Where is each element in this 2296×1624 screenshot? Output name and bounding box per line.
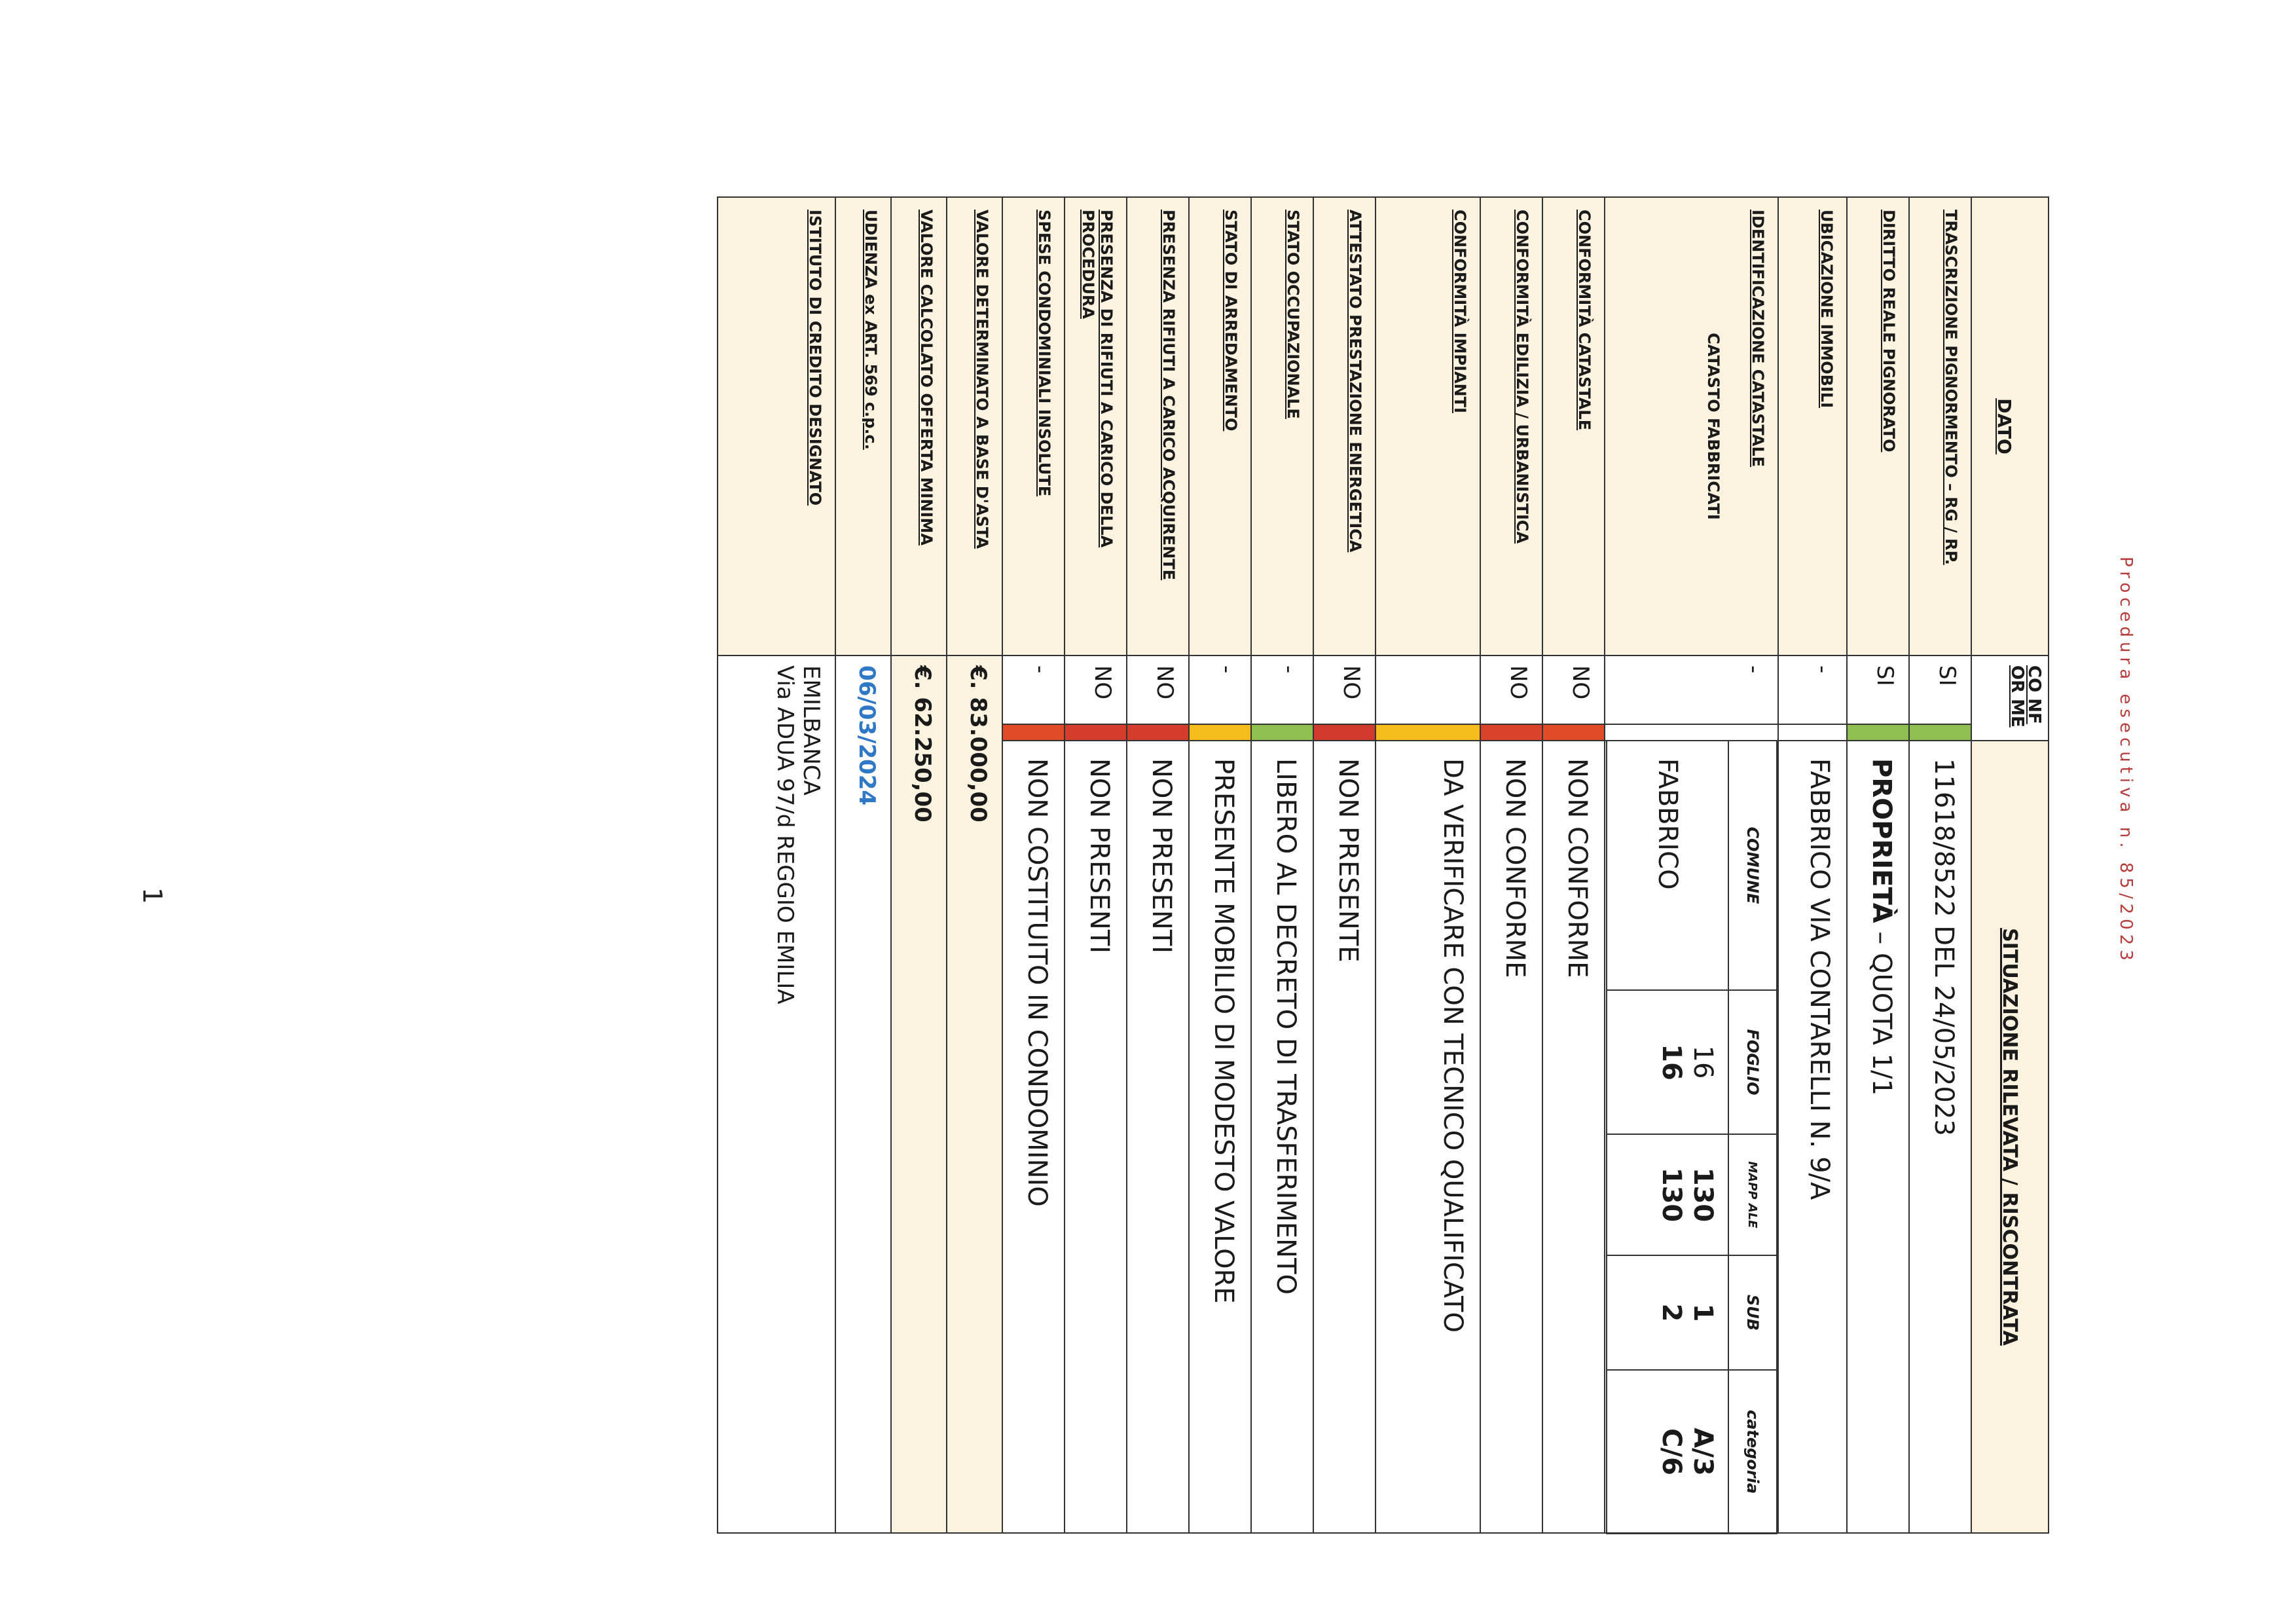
table-row: CONFORMITÀ EDILIZIA / URBANISTICA NO NON… [1480, 197, 1542, 1533]
table-row: VALORE CALCOLATO OFFERTA MINIMA €. 62.25… [891, 197, 947, 1533]
status-bar [1189, 724, 1251, 741]
status-bar [1542, 724, 1605, 741]
table-row-catasto: IDENTIFICAZIONE CATASTALE CATASTO FABBRI… [1605, 197, 1778, 1534]
status-bar [1909, 724, 1971, 741]
summary-table: DATO CO NF OR ME SITUAZIONE RILEVATA / R… [717, 196, 2049, 1534]
status-bar [1847, 724, 1909, 741]
table-row: DIRITTO REALE PIGNORATO SI PROPRIETÀ – Q… [1847, 197, 1909, 1533]
catasto-table: COMUNE FOGLIO MAPP ALE SUB categoria FAB… [1606, 741, 1777, 1534]
status-bar [1251, 724, 1313, 741]
status-bar [1313, 724, 1376, 741]
status-bar [1376, 724, 1480, 741]
table-row: CONFORMITÀ IMPIANTI DA VERIFICARE CON TE… [1376, 197, 1480, 1533]
table-row: SPESE CONDOMINIALI INSOLUTE - NON COSTIT… [1002, 197, 1065, 1533]
header-dato: DATO [1971, 197, 2049, 655]
table-row: VALORE DETERMINATO A BASE D'ASTA €. 83.0… [947, 197, 1002, 1533]
procedure-header: Procedura esecutiva n. 85/2023 [2116, 557, 2136, 965]
table-header-row: DATO CO NF OR ME SITUAZIONE RILEVATA / R… [1971, 197, 2049, 1533]
status-bar [1002, 724, 1065, 741]
table-row: TRASCRIZIONE PIGNORMENTO – RG / RP. SI 1… [1909, 197, 1971, 1533]
status-bar [1605, 724, 1778, 741]
table-row: CONFORMITÀ CATASTALE NO NON CONFORME [1542, 197, 1605, 1533]
table-row: ATTESTATO PRESTAZIONE ENERGETICA NO NON … [1313, 197, 1376, 1533]
table-row: UDIENZA ex ART. 569 c.p.c. 06/03/2024 [835, 197, 891, 1533]
header-situazione: SITUAZIONE RILEVATA / RISCONTRATA [1971, 741, 2049, 1533]
table-row: PRESENZA DI RIFIUTI A CARICO DELLA PROCE… [1065, 197, 1127, 1533]
status-bar [1065, 724, 1127, 741]
table-row: STATO OCCUPAZIONALE - LIBERO AL DECRETO … [1251, 197, 1313, 1533]
table-row: UBICAZIONE IMMOBILI - FABBRICO VIA CONTA… [1778, 197, 1847, 1533]
status-bar [1127, 724, 1189, 741]
status-bar [1778, 724, 1847, 741]
table-row: PRESENZA RIFIUTI A CARICO ACQUIRENTE NO … [1127, 197, 1189, 1533]
status-bar [1480, 724, 1542, 741]
header-conforme: CO NF OR ME [1971, 655, 2049, 741]
rotated-table-container: DATO CO NF OR ME SITUAZIONE RILEVATA / R… [504, 196, 2049, 1534]
table-row: ISTITUTO DI CREDITO DESIGNATO EMILBANCA … [718, 197, 835, 1533]
page-number: 1 [137, 887, 167, 904]
table-row: STATO DI ARREDAMENTO - PRESENTE MOBILIO … [1189, 197, 1251, 1533]
